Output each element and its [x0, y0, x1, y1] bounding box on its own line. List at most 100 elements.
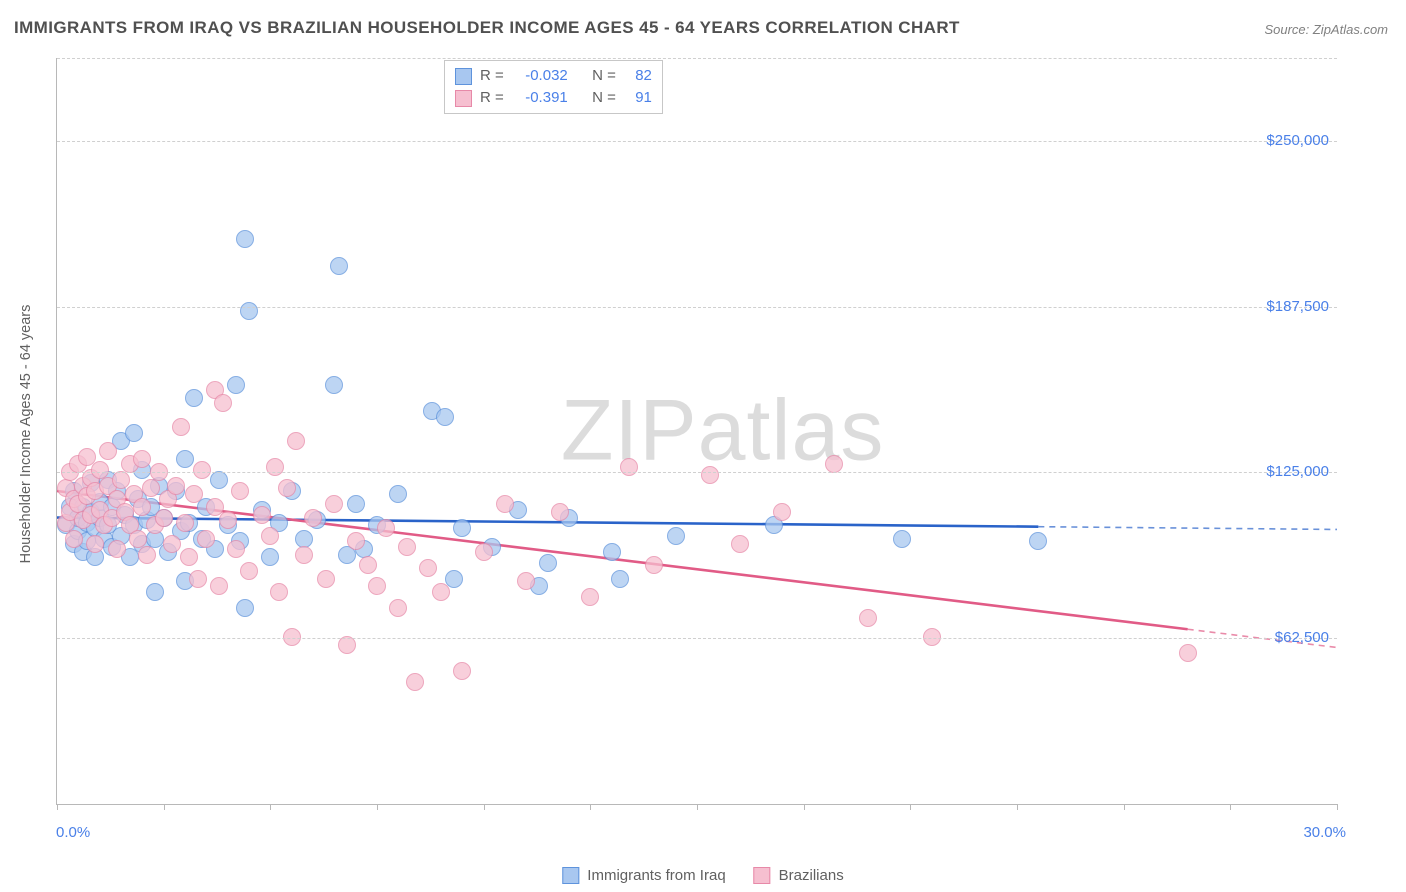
data-point: [278, 479, 296, 497]
data-point: [701, 466, 719, 484]
statistics-legend: R = -0.032 N = 82R = -0.391 N = 91: [444, 60, 663, 114]
data-point: [304, 509, 322, 527]
data-point: [231, 482, 249, 500]
data-point: [172, 418, 190, 436]
data-point: [551, 503, 569, 521]
source-attribution: Source: ZipAtlas.com: [1264, 22, 1388, 37]
data-point: [581, 588, 599, 606]
data-point: [389, 485, 407, 503]
data-point: [65, 530, 83, 548]
scatter-plot-area: ZIPatlas $62,500$125,000$187,500$250,000: [56, 58, 1337, 805]
stats-row: R = -0.391 N = 91: [455, 87, 652, 109]
x-tick: [270, 804, 271, 810]
legend-item: Immigrants from Iraq: [562, 867, 725, 884]
data-point: [185, 389, 203, 407]
data-point: [347, 532, 365, 550]
data-point: [197, 530, 215, 548]
data-point: [453, 662, 471, 680]
data-point: [155, 509, 173, 527]
data-point: [99, 442, 117, 460]
stat-label-n: N =: [592, 65, 616, 87]
data-point: [133, 450, 151, 468]
data-point: [325, 376, 343, 394]
data-point: [317, 570, 335, 588]
stat-value-r: -0.391: [512, 87, 568, 109]
y-axis-label: Householder Income Ages 45 - 64 years: [18, 305, 34, 564]
stat-value-n: 82: [624, 65, 652, 87]
stat-label-n: N =: [592, 87, 616, 109]
data-point: [193, 461, 211, 479]
data-point: [825, 455, 843, 473]
data-point: [645, 556, 663, 574]
legend-item: Brazilians: [754, 867, 844, 884]
data-point: [138, 546, 156, 564]
stat-value-n: 91: [624, 87, 652, 109]
data-point: [330, 257, 348, 275]
data-point: [142, 479, 160, 497]
data-point: [180, 548, 198, 566]
data-point: [731, 535, 749, 553]
x-tick: [377, 804, 378, 810]
y-tick-label: $125,000: [1266, 463, 1329, 480]
data-point: [261, 527, 279, 545]
stats-row: R =-0.032 N =82: [455, 65, 652, 87]
data-point: [325, 495, 343, 513]
data-point: [176, 450, 194, 468]
x-tick-label-start: 0.0%: [56, 824, 90, 841]
stat-label-r: R =: [480, 87, 504, 109]
data-point: [253, 506, 271, 524]
data-point: [189, 570, 207, 588]
x-tick: [697, 804, 698, 810]
legend-label: Immigrants from Iraq: [587, 867, 725, 884]
data-point: [270, 583, 288, 601]
data-point: [86, 535, 104, 553]
data-point: [219, 511, 237, 529]
data-point: [603, 543, 621, 561]
x-tick: [910, 804, 911, 810]
x-tick: [1230, 804, 1231, 810]
data-point: [287, 432, 305, 450]
data-point: [125, 424, 143, 442]
x-tick: [57, 804, 58, 810]
data-point: [295, 546, 313, 564]
gridline: [57, 58, 1337, 59]
x-tick: [1337, 804, 1338, 810]
data-point: [539, 554, 557, 572]
data-point: [436, 408, 454, 426]
data-point: [496, 495, 514, 513]
data-point: [611, 570, 629, 588]
legend-swatch: [562, 867, 579, 884]
data-point: [240, 562, 258, 580]
x-tick: [484, 804, 485, 810]
stat-value-r: -0.032: [512, 65, 568, 87]
data-point: [261, 548, 279, 566]
x-tick: [590, 804, 591, 810]
gridline: [57, 472, 1337, 473]
data-point: [236, 230, 254, 248]
data-point: [347, 495, 365, 513]
legend-label: Brazilians: [779, 867, 844, 884]
y-tick-label: $187,500: [1266, 298, 1329, 315]
legend-swatch: [455, 90, 472, 107]
gridline: [57, 141, 1337, 142]
data-point: [236, 599, 254, 617]
data-point: [398, 538, 416, 556]
x-tick: [804, 804, 805, 810]
data-point: [240, 302, 258, 320]
gridline: [57, 307, 1337, 308]
data-point: [453, 519, 471, 537]
x-tick: [1017, 804, 1018, 810]
data-point: [167, 477, 185, 495]
legend-swatch: [754, 867, 771, 884]
y-tick-label: $250,000: [1266, 132, 1329, 149]
data-point: [406, 673, 424, 691]
data-point: [377, 519, 395, 537]
data-point: [163, 535, 181, 553]
data-point: [210, 577, 228, 595]
data-point: [283, 628, 301, 646]
data-point: [1029, 532, 1047, 550]
data-point: [475, 543, 493, 561]
data-point: [1179, 644, 1197, 662]
data-point: [108, 540, 126, 558]
scatter-points-layer: [57, 58, 1337, 804]
